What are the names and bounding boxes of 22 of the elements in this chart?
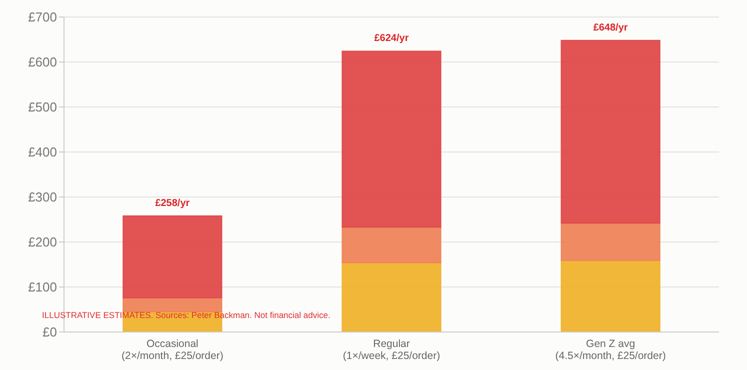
y-tick-label: £400 [28,144,57,160]
y-tick-label: £500 [28,100,57,115]
y-tick-label: £200 [28,234,57,250]
total-label: £648/yr [593,22,628,34]
bar [342,226,442,264]
total-label: £624/yr [374,33,409,44]
bar [560,40,660,224]
y-tick-label: £0 [42,324,57,340]
bar [560,260,660,332]
bar [122,297,222,312]
x-tick-label: Regular (1×/week, £25/order) [342,338,440,362]
x-tick-label: Occasional (2×/month, £25/order) [122,338,224,362]
bar [122,215,222,298]
bar [342,262,442,332]
x-tick-label: Gen Z avg (4.5×/month, £25/order) [555,338,666,362]
y-tick-label: £300 [28,190,57,205]
y-tick-label: £700 [28,10,57,25]
bar [342,50,442,228]
y-tick-label: £600 [28,54,57,70]
total-label: £258/yr [155,198,190,209]
y-tick-label: £100 [28,280,57,295]
bar [560,222,660,261]
